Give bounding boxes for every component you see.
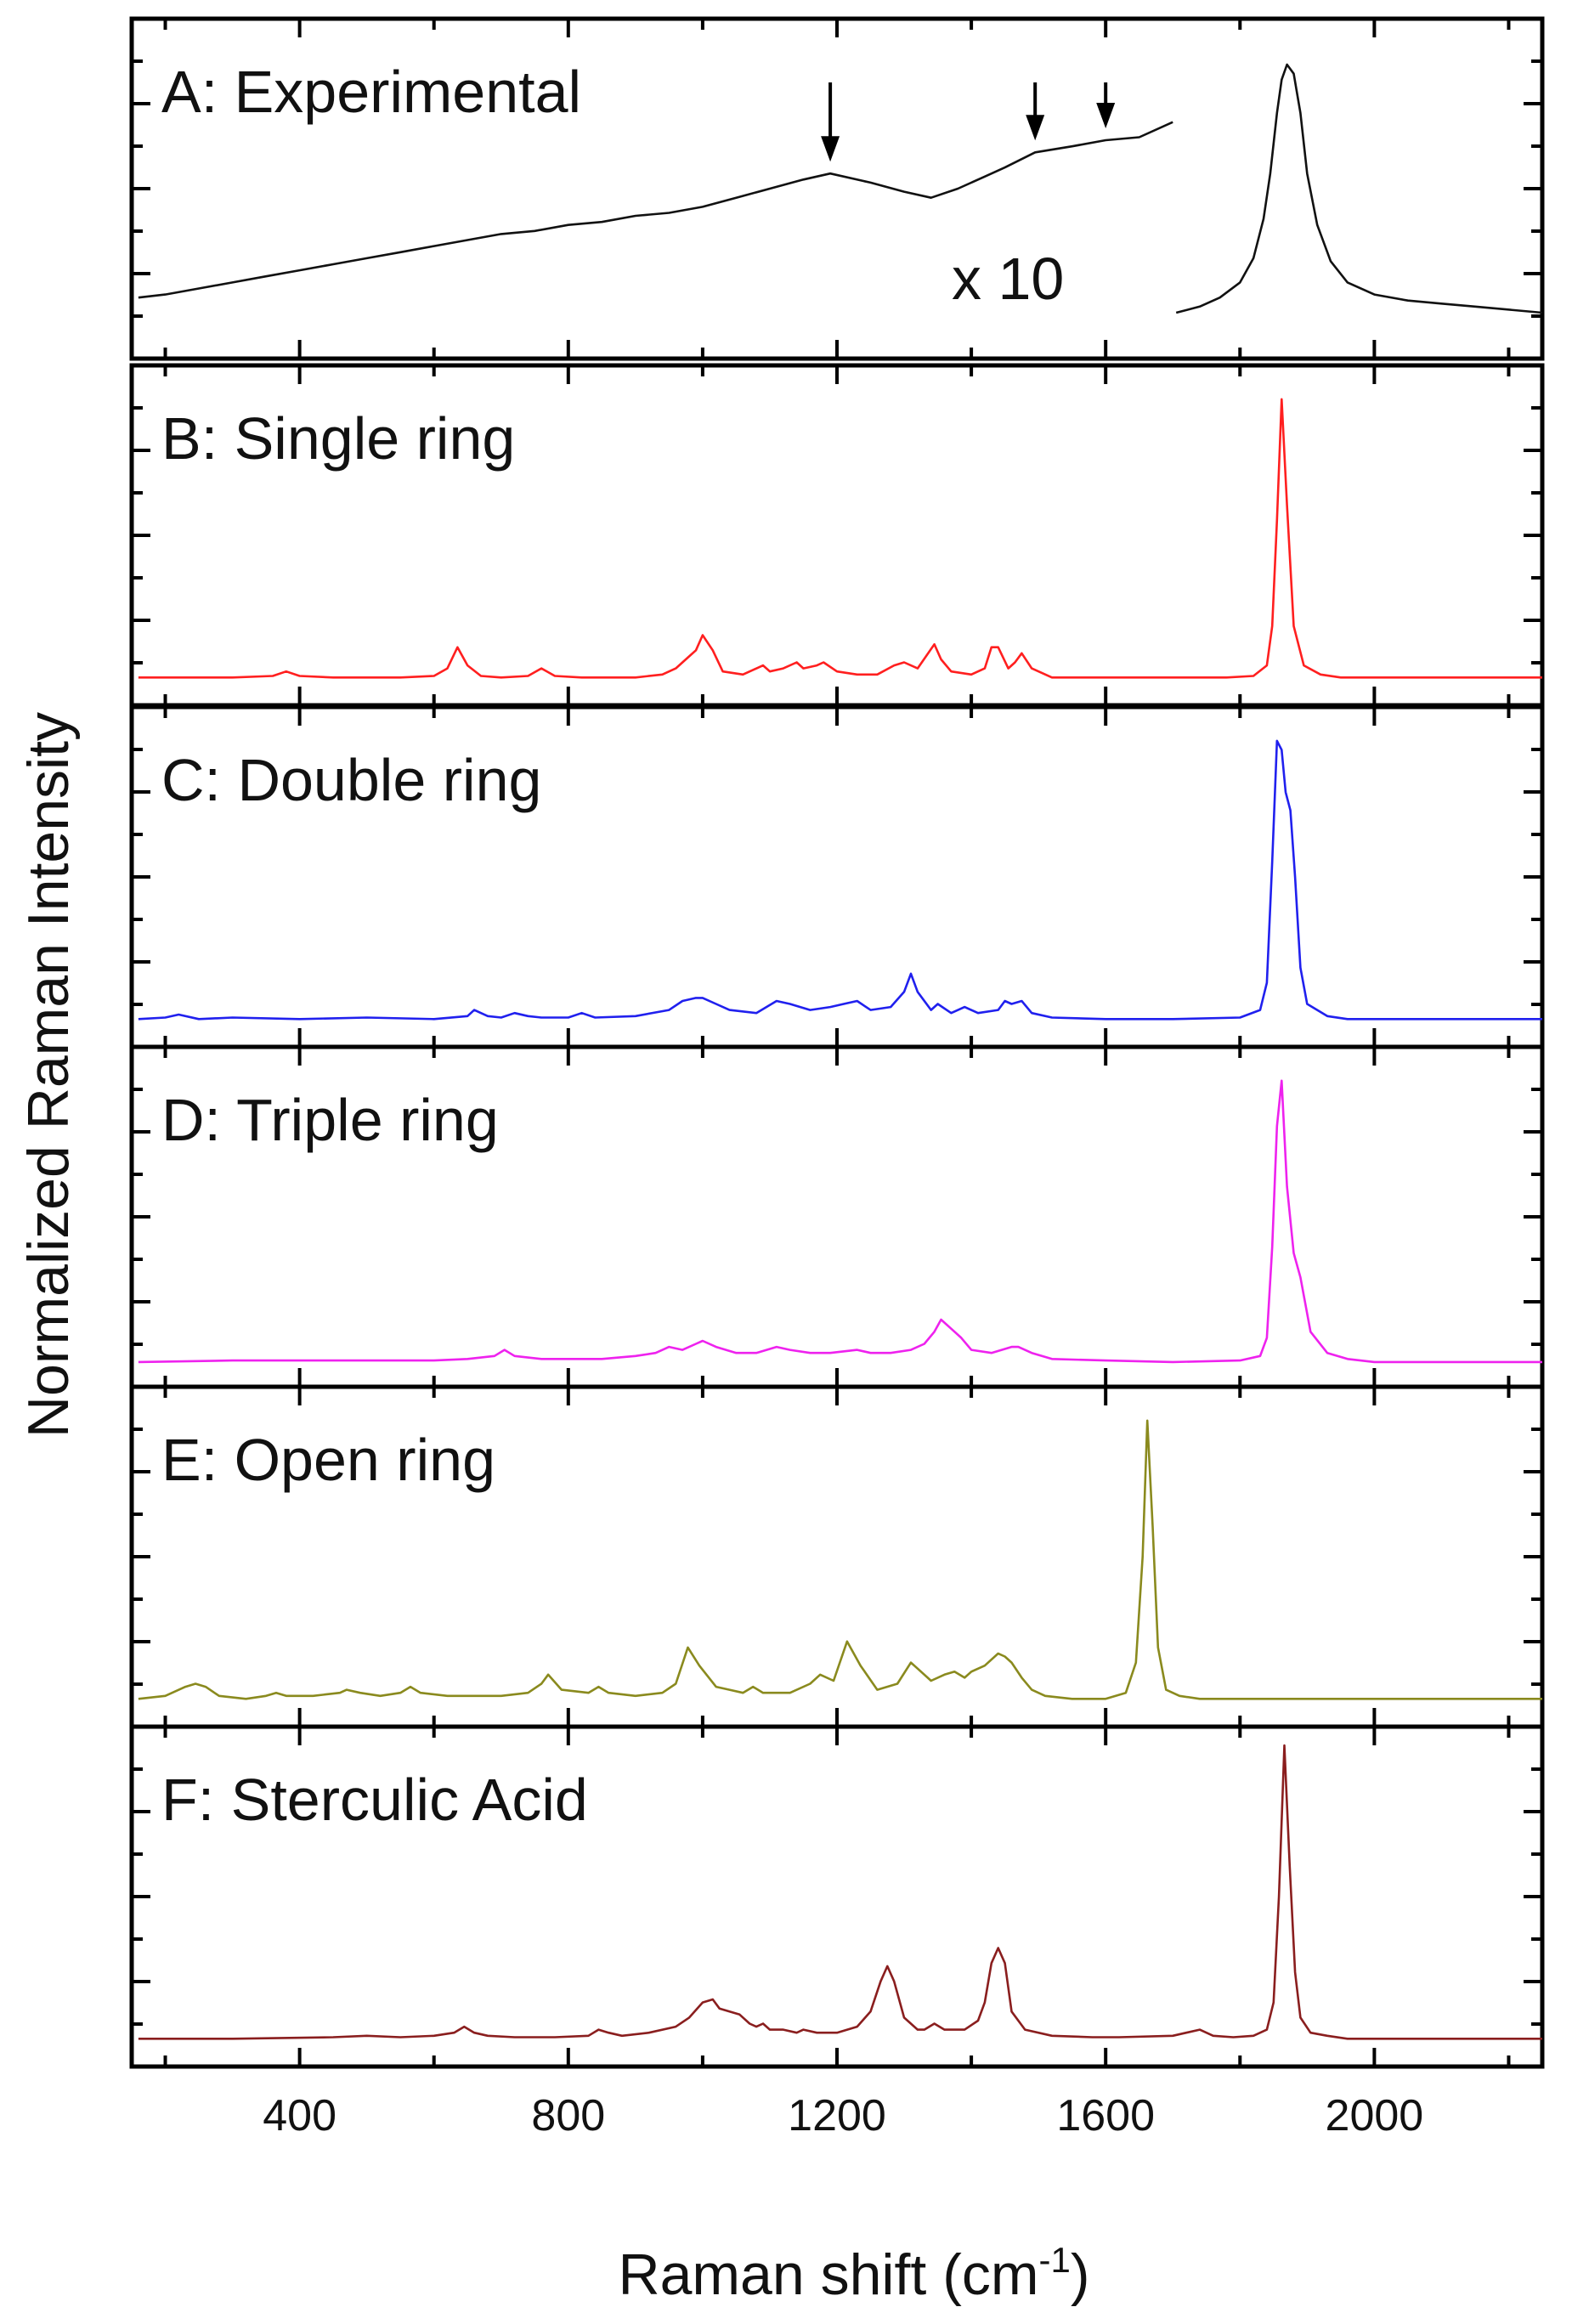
peak-arrow: [1096, 82, 1116, 129]
x-axis-title-main: Raman shift (cm: [618, 2242, 1038, 2307]
x-tick-label: 1200: [788, 2091, 886, 2140]
x-axis-title-superscript: -1: [1038, 2240, 1070, 2280]
x-axis: 400 800 1200 1600 2000: [263, 2091, 1423, 2140]
panel-c: C: Double ring: [129, 704, 1545, 1049]
x-tick-label: 2000: [1326, 2091, 1424, 2140]
spectrum-d-segment-1: [138, 1079, 1542, 1364]
peak-arrow: [821, 82, 840, 162]
spectrum-a-segment-1: [138, 121, 1173, 299]
y-axis-title: Normalized Raman Intensity: [16, 712, 81, 1438]
peak-arrow-head: [821, 136, 840, 162]
panel-label-f: F: Sterculic Acid: [161, 1767, 588, 1833]
panel-label-c: C: Double ring: [161, 747, 541, 813]
x-axis-title: Raman shift (cm-1): [618, 2240, 1089, 2307]
panel-b: B: Single ring: [129, 363, 1545, 708]
panel-d: D: Triple ring: [129, 1044, 1545, 1389]
spectrum-f-segment-1: [138, 1744, 1542, 2040]
panel-label-b: B: Single ring: [161, 405, 515, 472]
panel-label-a: A: Experimental: [161, 59, 581, 125]
peak-arrow-head: [1096, 103, 1116, 129]
x-tick-label: 800: [531, 2091, 605, 2140]
panels-layer: A: Experimental x 10 B: Single ring C: Doub…: [129, 16, 1545, 2069]
x-tick-label: 1600: [1056, 2091, 1155, 2140]
peak-arrow: [1026, 82, 1045, 141]
peak-arrow-head: [1026, 115, 1045, 141]
panel-label-d: D: Triple ring: [161, 1087, 499, 1153]
panel-label-e: E: Open ring: [161, 1427, 495, 1493]
spectrum-e-segment-1: [138, 1419, 1542, 1700]
spectrum-b-segment-1: [138, 398, 1542, 679]
panel-e: E: Open ring: [129, 1384, 1545, 1729]
spectrum-c-segment-1: [138, 739, 1542, 1021]
panel-a: A: Experimental x 10: [129, 16, 1545, 361]
x-tick-label: 400: [263, 2091, 336, 2140]
x-axis-title-suffix: ): [1071, 2242, 1090, 2307]
scale-annotation: x 10: [952, 246, 1064, 312]
panel-f: F: Sterculic Acid: [129, 1724, 1545, 2069]
spectrum-a-segment-2: [1175, 63, 1543, 314]
